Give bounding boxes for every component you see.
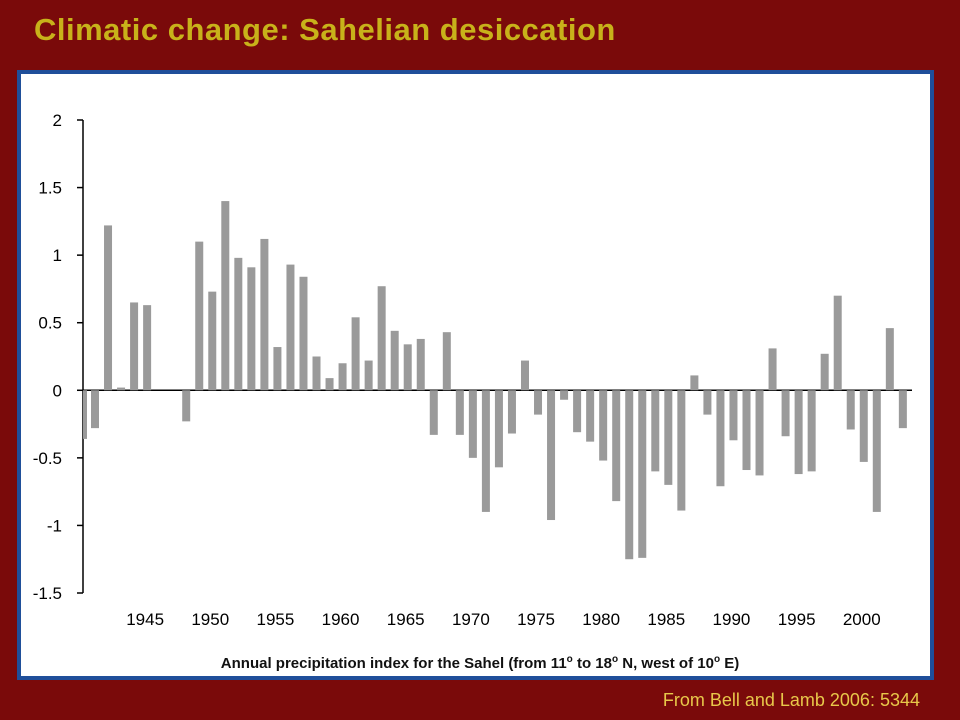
y-tick-label: 1.5	[38, 179, 62, 198]
x-tick-label: 2000	[843, 610, 881, 629]
x-tick-label: 1970	[452, 610, 490, 629]
x-tick-label: 1945	[126, 610, 164, 629]
bar-1948	[182, 390, 191, 422]
x-tick-label: 1975	[517, 610, 555, 629]
bar-1997	[820, 353, 829, 391]
caption-mid2: N, west of 10	[618, 655, 714, 672]
bar-1990	[729, 390, 738, 441]
x-tick-label: 1985	[647, 610, 685, 629]
caption-degree-3: o	[713, 654, 721, 665]
bar-1955	[273, 347, 282, 391]
bar-1979	[586, 390, 595, 442]
bar-1941	[91, 390, 99, 429]
bar-1943	[117, 387, 126, 391]
bar-1981	[612, 390, 621, 502]
y-tick-label: -0.5	[33, 449, 62, 468]
bar-1945	[143, 305, 152, 391]
bar-1973	[507, 390, 516, 434]
bar-leading	[83, 390, 87, 439]
caption-mid1: to 18	[572, 655, 612, 672]
bar-1978	[573, 390, 582, 433]
bar-1998	[833, 295, 842, 391]
bar-1983	[638, 390, 647, 558]
bar-1960	[338, 363, 347, 391]
slide-title: Climatic change: Sahelian desiccation	[34, 12, 616, 47]
bar-1942	[104, 225, 113, 391]
y-tick-label: 1	[53, 246, 62, 265]
bar-1944	[130, 302, 139, 391]
x-tick-label: 1995	[778, 610, 816, 629]
x-tick-label: 1965	[387, 610, 425, 629]
bar-1957	[299, 276, 308, 391]
bar-2003	[898, 390, 907, 429]
bar-1961	[351, 317, 360, 391]
chart-caption: Annual precipitation index for the Sahel…	[0, 654, 960, 672]
bar-1999	[846, 390, 855, 430]
bar-1982	[625, 390, 634, 560]
bar-1984	[651, 390, 660, 472]
bar-1964	[390, 330, 399, 391]
x-tick-label: 1955	[257, 610, 295, 629]
bar-1954	[260, 238, 269, 391]
bar-1956	[286, 264, 295, 391]
bar-1958	[312, 356, 321, 391]
bar-1995	[794, 390, 803, 475]
x-tick-label: 1980	[582, 610, 620, 629]
y-tick-label: 2	[53, 111, 62, 130]
x-tick-label: 1990	[713, 610, 751, 629]
chart-panel	[17, 70, 934, 680]
bar-1965	[403, 344, 412, 391]
bar-1975	[534, 390, 543, 415]
bar-1962	[364, 360, 373, 391]
bar-1974	[520, 360, 529, 391]
bar-1991	[742, 390, 751, 471]
bar-1980	[599, 390, 608, 461]
bar-1959	[325, 378, 334, 391]
bar-2000	[859, 390, 868, 462]
bar-1972	[494, 390, 503, 468]
bar-1985	[664, 390, 673, 485]
y-tick-label: -1	[47, 516, 62, 535]
bar-2001	[872, 390, 881, 512]
bar-1950	[208, 291, 217, 391]
bar-2002	[885, 328, 894, 391]
bar-1952	[234, 257, 243, 391]
bar-1986	[677, 390, 686, 511]
bar-1953	[247, 267, 256, 391]
bar-1987	[690, 375, 699, 391]
caption-main: Annual precipitation index for the Sahel…	[220, 655, 567, 672]
y-tick-label: -1.5	[33, 584, 62, 603]
x-tick-label: 1950	[191, 610, 229, 629]
bar-1967	[429, 390, 438, 435]
bar-1996	[807, 390, 816, 472]
source-citation: From Bell and Lamb 2006: 5344	[662, 690, 920, 710]
caption-degree-1: o	[566, 654, 573, 665]
bar-1976	[547, 390, 556, 521]
bar-1993	[768, 348, 777, 391]
bar-1971	[481, 390, 490, 512]
y-tick-label: 0	[53, 381, 62, 400]
bar-1949	[195, 241, 204, 391]
bar-1966	[416, 338, 425, 391]
bar-1988	[703, 390, 712, 415]
x-tick-label: 1960	[322, 610, 360, 629]
bar-1989	[716, 390, 725, 487]
bar-1977	[560, 390, 569, 400]
bar-1969	[455, 390, 464, 435]
caption-end: E)	[720, 655, 740, 672]
bar-1963	[377, 286, 386, 391]
bar-1970	[468, 390, 477, 458]
bar-1968	[442, 332, 451, 391]
caption-degree-2: o	[611, 654, 619, 665]
bar-1951	[221, 201, 230, 391]
bar-1992	[755, 390, 764, 476]
y-tick-label: 0.5	[38, 314, 62, 333]
bar-1994	[781, 390, 790, 437]
